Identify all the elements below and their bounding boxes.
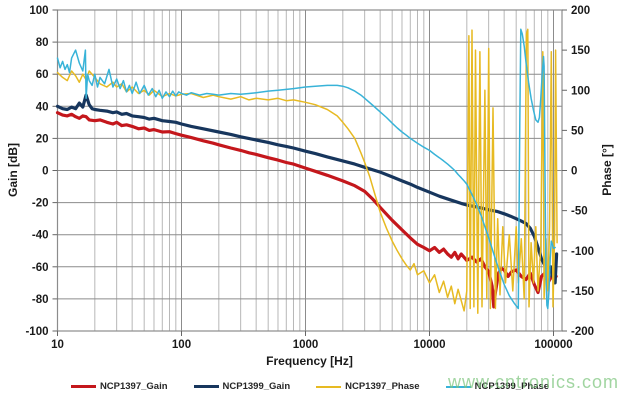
svg-text:-50: -50 xyxy=(571,206,588,218)
legend-swatch-gold-line xyxy=(316,385,342,388)
tick-marks xyxy=(52,9,567,336)
svg-text:100: 100 xyxy=(571,85,590,97)
legend-label: NCP1397_Gain xyxy=(99,381,168,392)
watermark: www.cntronics.com xyxy=(447,372,619,392)
x-axis-title-frequency: Frequency [Hz] xyxy=(266,354,353,368)
svg-text:-150: -150 xyxy=(571,286,594,298)
legend-label: NCP1399_Phase xyxy=(474,381,550,392)
svg-text:0: 0 xyxy=(571,166,577,178)
series-NCP1399_Gain xyxy=(55,93,559,285)
legend-swatch-cyan-line xyxy=(445,385,471,388)
svg-text:-40: -40 xyxy=(32,230,49,242)
svg-text:-200: -200 xyxy=(571,326,594,338)
series-NCP1399_Phase xyxy=(56,28,556,310)
svg-text:150: 150 xyxy=(571,45,590,57)
y-axis-title-phase: Phase [°] xyxy=(600,144,614,196)
svg-text:200: 200 xyxy=(571,5,590,17)
svg-text:100: 100 xyxy=(172,339,191,351)
svg-text:0: 0 xyxy=(42,166,48,178)
axis-tick-labels: 100806040200-20-40-60-80-100200150100500… xyxy=(25,5,594,351)
svg-text:-100: -100 xyxy=(571,246,594,258)
svg-text:100000: 100000 xyxy=(534,339,572,351)
svg-text:40: 40 xyxy=(36,101,49,113)
legend-item-ncp1397-gain: NCP1397_Gain xyxy=(70,381,168,392)
legend-item-ncp1399-phase: NCP1399_Phase xyxy=(445,381,550,392)
series-lines xyxy=(55,28,559,315)
legend-swatch-navy-line xyxy=(193,385,219,388)
svg-text:100: 100 xyxy=(29,5,48,17)
series-NCP1397_Phase xyxy=(56,28,558,315)
svg-text:50: 50 xyxy=(571,125,584,137)
svg-text:10000: 10000 xyxy=(414,339,446,351)
svg-text:20: 20 xyxy=(36,133,49,145)
svg-text:80: 80 xyxy=(36,37,49,49)
svg-text:1000: 1000 xyxy=(293,339,319,351)
legend-swatch-red-line xyxy=(70,385,96,388)
svg-text:-60: -60 xyxy=(32,262,49,274)
legend-item-ncp1397-phase: NCP1397_Phase xyxy=(316,381,420,392)
legend-item-ncp1399-gain: NCP1399_Gain xyxy=(193,381,291,392)
y-axis-title-gain: Gain [dB] xyxy=(6,143,20,197)
legend-label: NCP1399_Gain xyxy=(222,381,291,392)
legend-label: NCP1397_Phase xyxy=(345,381,420,392)
legend: NCP1397_Gain NCP1399_Gain NCP1397_Phase … xyxy=(0,381,620,392)
svg-text:10: 10 xyxy=(51,339,64,351)
svg-text:-80: -80 xyxy=(32,294,49,306)
svg-text:-100: -100 xyxy=(25,326,48,338)
svg-text:-20: -20 xyxy=(32,198,49,210)
svg-text:60: 60 xyxy=(36,69,49,81)
